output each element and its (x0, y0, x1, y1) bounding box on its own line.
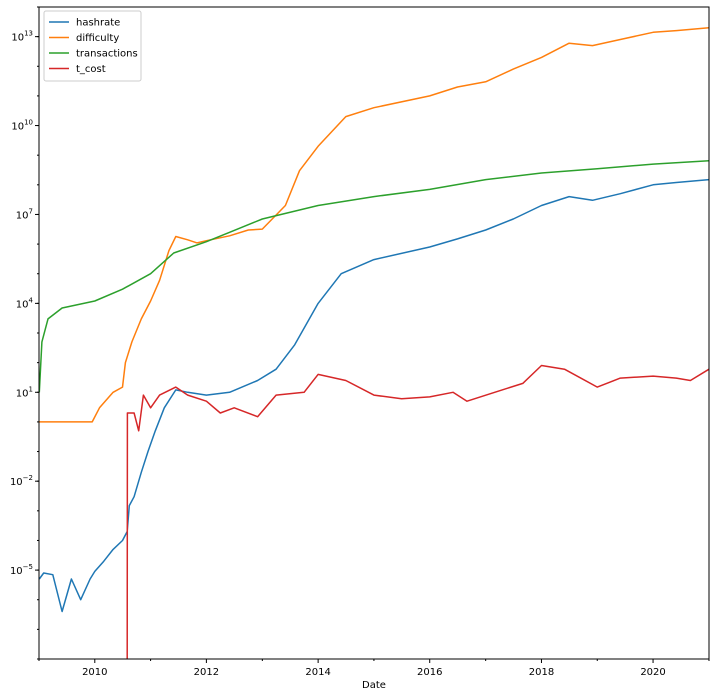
y-tick-label: 1010 (11, 119, 33, 133)
series-line-difficulty (39, 26, 710, 423)
legend-label: t_cost (76, 64, 106, 75)
y-tick-label: 107 (16, 207, 33, 221)
x-tick-label: 2018 (529, 667, 554, 678)
series-line-transactions (38, 159, 710, 393)
plot-area (39, 7, 709, 659)
series-layer (38, 26, 710, 660)
legend-label: transactions (76, 49, 138, 60)
series-line-t-cost (126, 364, 710, 660)
legend-label: hashrate (76, 18, 120, 29)
x-tick-label: 2016 (417, 667, 442, 678)
y-tick-label: 10−5 (10, 563, 33, 577)
legend: hashrate difficulty transactions t_cost (43, 10, 142, 82)
series-line-hashrate (38, 178, 710, 613)
y-tick-label: 101 (16, 385, 33, 399)
y-tick-label: 10−2 (10, 474, 33, 488)
legend-label: difficulty (76, 33, 119, 44)
y-tick-label: 1013 (11, 30, 33, 44)
x-tick-label: 2010 (82, 667, 107, 678)
legend-box (43, 10, 142, 82)
x-axis: 2010 2012 2014 2016 2018 2020 (38, 659, 710, 678)
x-axis-label: Date (362, 680, 386, 691)
x-tick-label: 2020 (640, 667, 665, 678)
x-tick-label: 2014 (305, 667, 330, 678)
y-axis: 10−5 10−2 101 104 107 1010 1013 (10, 6, 39, 660)
y-tick-label: 104 (16, 296, 34, 310)
x-tick-label: 2012 (194, 667, 219, 678)
